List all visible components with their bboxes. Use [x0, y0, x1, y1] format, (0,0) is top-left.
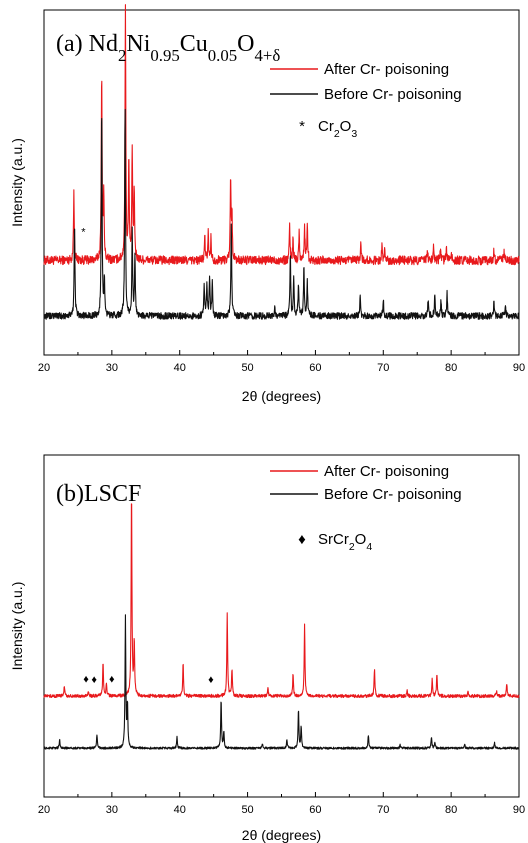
- panel-title: (a) Nd2Ni0.95Cu0.05O4+δ: [56, 31, 280, 65]
- legend-marker-label: SrCr2O4: [318, 531, 372, 553]
- x-tick-label: 50: [241, 362, 253, 374]
- y-axis-label: Intensity (a.u.): [9, 138, 25, 227]
- x-tick-label: 20: [38, 362, 50, 374]
- legend-label: Before Cr- poisoning: [324, 486, 462, 503]
- x-tick-label: 40: [174, 362, 186, 374]
- y-axis-label: Intensity (a.u.): [9, 582, 25, 671]
- phase-marker: ♦: [208, 674, 214, 686]
- chart-panel-a: 20 30 40 50 60 70 80 90 2θ (degrees) Intensity (a…: [9, 4, 525, 404]
- x-tick-label: 20: [38, 804, 50, 816]
- x-tick-label: 60: [309, 804, 321, 816]
- legend-label: After Cr- poisoning: [324, 463, 449, 480]
- legend-marker-symbol: ♦: [298, 531, 306, 548]
- series-line-before: [43, 108, 520, 320]
- x-tick-label: 60: [309, 362, 321, 374]
- x-tick-label: 80: [445, 804, 457, 816]
- x-tick-label: 50: [241, 804, 253, 816]
- panel-title: (b)LSCF: [56, 481, 141, 507]
- x-tick-label: 90: [513, 804, 525, 816]
- series-line-after: [43, 503, 520, 699]
- phase-marker: ♦: [83, 674, 89, 686]
- phase-marker: ♦: [109, 674, 115, 686]
- x-tick-label: 40: [174, 804, 186, 816]
- chart-panel-b: 20 30 40 50 60 70 80 90 2θ (degrees) Intensity (a…: [9, 454, 525, 843]
- series-line-before: [43, 614, 520, 750]
- x-tick-label: 90: [513, 362, 525, 374]
- x-tick-label: 70: [377, 362, 389, 374]
- phase-marker: *: [81, 227, 86, 239]
- x-axis-label: 2θ (degrees): [242, 827, 321, 843]
- legend-label: Before Cr- poisoning: [324, 86, 462, 103]
- x-tick-label: 70: [377, 804, 389, 816]
- series-line-after: [43, 4, 520, 266]
- phase-marker: ♦: [91, 674, 97, 686]
- x-tick-label: 80: [445, 362, 457, 374]
- legend-marker-label: Cr2O3: [318, 118, 357, 140]
- legend-label: After Cr- poisoning: [324, 61, 449, 78]
- x-tick-label: 30: [106, 362, 118, 374]
- x-tick-label: 30: [106, 804, 118, 816]
- x-axis-label: 2θ (degrees): [242, 388, 321, 404]
- legend-marker-symbol: *: [299, 118, 305, 135]
